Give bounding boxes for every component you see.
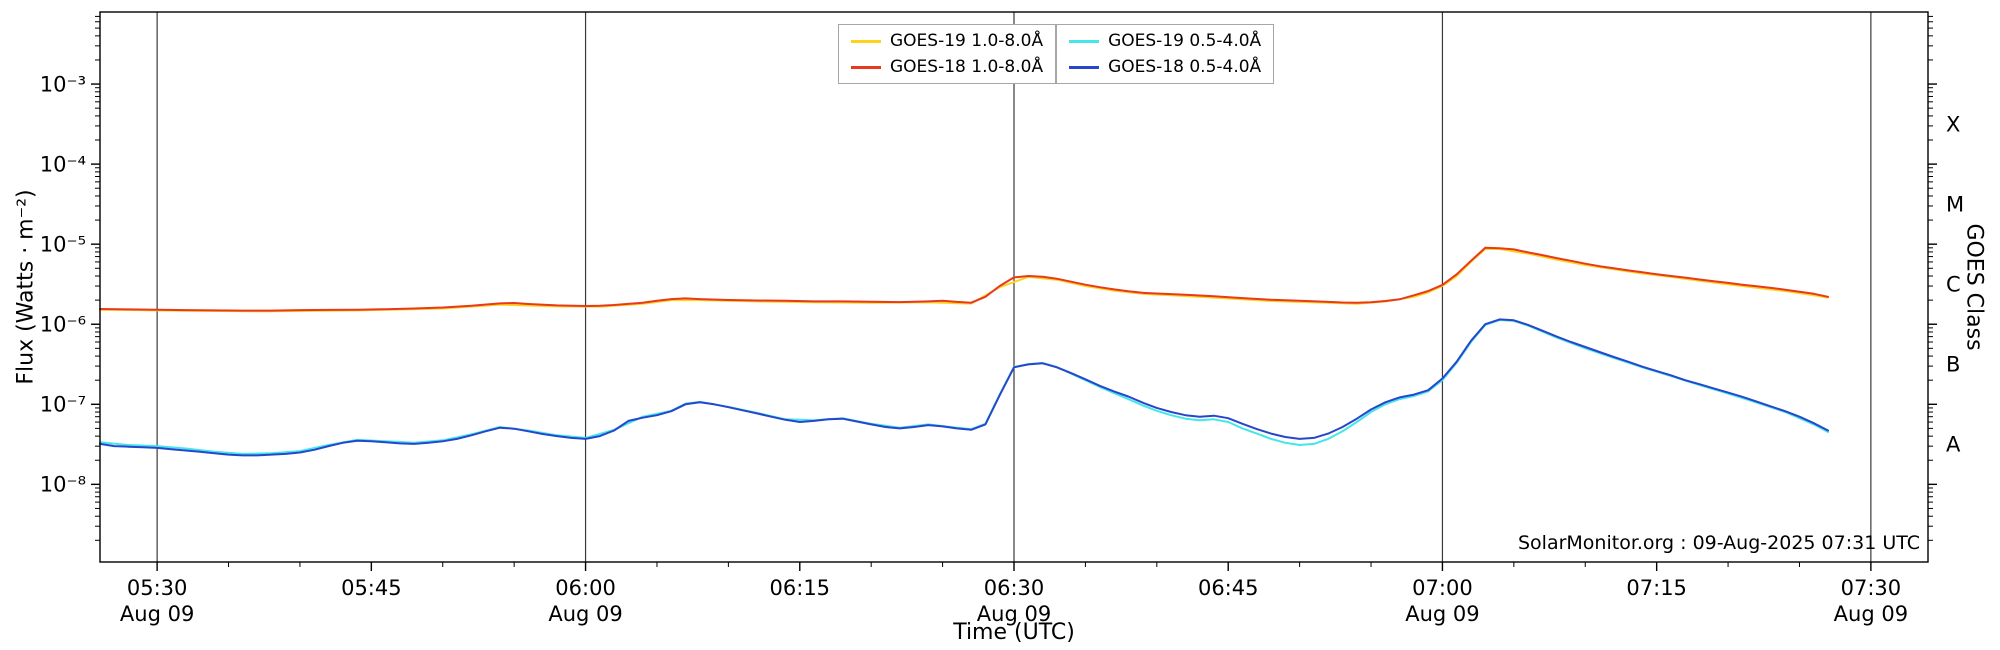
- svg-text:10⁻⁷: 10⁻⁷: [40, 393, 86, 417]
- watermark-text: SolarMonitor.org : 09-Aug-2025 07:31 UTC: [1517, 532, 1920, 554]
- svg-text:06:00: 06:00: [555, 576, 616, 600]
- svg-text:M: M: [1946, 192, 1964, 216]
- svg-text:Aug 09: Aug 09: [1405, 602, 1479, 626]
- svg-text:10⁻³: 10⁻³: [40, 72, 86, 96]
- legend-item-goes18-short: GOES-18 0.5-4.0Å: [1069, 57, 1261, 77]
- svg-text:Aug 09: Aug 09: [120, 602, 194, 626]
- legend-label-goes19-long: GOES-19 1.0-8.0Å: [890, 31, 1044, 51]
- legend-item-goes19-short: GOES-19 0.5-4.0Å: [1069, 31, 1261, 51]
- svg-text:06:30: 06:30: [984, 576, 1045, 600]
- svg-text:05:30: 05:30: [127, 576, 188, 600]
- y-axis-title: Flux (Watts · m⁻²): [13, 189, 39, 385]
- x-axis-title: Time (UTC): [953, 620, 1075, 645]
- svg-text:07:30: 07:30: [1841, 576, 1902, 600]
- legend-label-goes18-long: GOES-18 1.0-8.0Å: [890, 57, 1044, 77]
- svg-text:B: B: [1946, 353, 1960, 377]
- goes18-long-swatch-icon: [851, 65, 881, 69]
- svg-text:Aug 09: Aug 09: [977, 602, 1051, 626]
- legend-item-goes18-long: GOES-18 1.0-8.0Å: [851, 57, 1043, 77]
- svg-text:05:45: 05:45: [341, 576, 402, 600]
- svg-text:Aug 09: Aug 09: [548, 602, 622, 626]
- legend: GOES-19 1.0-8.0Å GOES-18 1.0-8.0Å GOES-1…: [838, 24, 1275, 84]
- svg-text:A: A: [1946, 433, 1961, 457]
- svg-text:Aug 09: Aug 09: [1834, 602, 1908, 626]
- svg-text:06:45: 06:45: [1198, 576, 1259, 600]
- legend-label-goes19-short: GOES-19 0.5-4.0Å: [1108, 31, 1262, 51]
- svg-text:10⁻⁴: 10⁻⁴: [40, 152, 86, 176]
- goes19-long-swatch-icon: [851, 39, 881, 43]
- svg-text:C: C: [1946, 273, 1961, 297]
- goes18-short-swatch-icon: [1069, 65, 1100, 69]
- svg-text:10⁻⁸: 10⁻⁸: [40, 473, 86, 497]
- svg-text:10⁻⁵: 10⁻⁵: [40, 233, 86, 257]
- legend-box-short-channel: GOES-19 0.5-4.0Å GOES-18 0.5-4.0Å: [1056, 24, 1275, 84]
- legend-box-long-channel: GOES-19 1.0-8.0Å GOES-18 1.0-8.0Å: [838, 24, 1057, 84]
- svg-text:06:15: 06:15: [770, 576, 831, 600]
- legend-item-goes19-long: GOES-19 1.0-8.0Å: [851, 31, 1043, 51]
- goes19-short-swatch-icon: [1069, 39, 1100, 43]
- svg-text:07:00: 07:00: [1412, 576, 1473, 600]
- svg-text:07:15: 07:15: [1626, 576, 1687, 600]
- svg-text:10⁻⁶: 10⁻⁶: [40, 313, 86, 337]
- legend-label-goes18-short: GOES-18 0.5-4.0Å: [1108, 57, 1262, 77]
- svg-text:X: X: [1946, 112, 1960, 136]
- right-axis-title: GOES Class: [1961, 223, 1987, 351]
